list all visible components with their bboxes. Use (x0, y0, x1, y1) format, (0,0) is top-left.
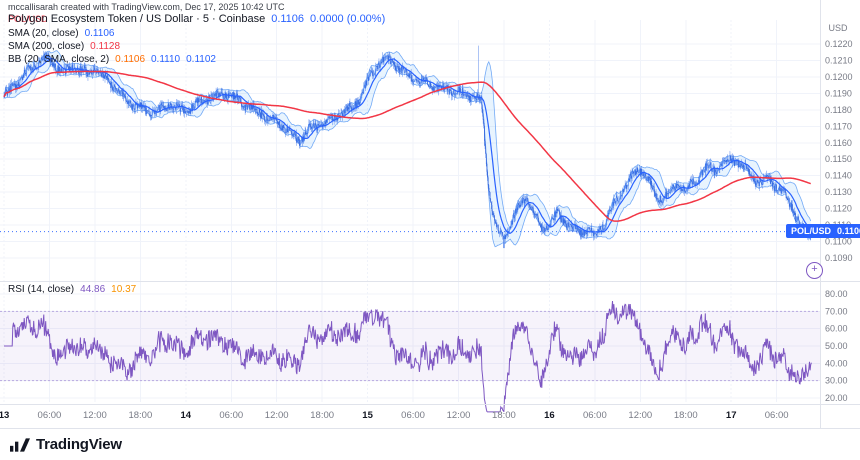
rsi-axis-label: 70.00 (825, 306, 848, 316)
sma200-label: SMA (200, close) (8, 41, 85, 52)
symbol-watermark: POL/USD (8, 14, 48, 24)
time-axis-label: 06:00 (765, 410, 789, 421)
price-axis-label: 0.1100 (825, 237, 852, 247)
sma20-line (3, 57, 812, 234)
sma200-value: 0.1128 (90, 41, 120, 52)
time-axis-label: 18:00 (492, 410, 516, 421)
price-axis-label: 0.1190 (825, 88, 852, 98)
last-price-badge[interactable]: POL/USD 0.1106 (786, 223, 860, 238)
legend-panel: Polygon Ecosystem Token / US Dollar · 5 … (8, 13, 385, 67)
tradingview-logo-text[interactable]: TradingView (36, 436, 122, 453)
bb-fill (4, 50, 811, 247)
price-change-value: 0.0000 (0.00%) (310, 13, 386, 25)
sma200-line (3, 70, 811, 222)
badge-symbol: POL/USD (791, 225, 832, 236)
bottom-bar: TradingView (0, 428, 860, 460)
price-axis-label: 0.1160 (825, 138, 852, 148)
sma200-legend-row[interactable]: SMA (200, close) 0.1128 (8, 41, 385, 52)
rsi-axis-label: 20.00 (825, 393, 848, 403)
watermark: mccallisarah created with TradingView.co… (8, 2, 285, 12)
chart-canvas[interactable]: USD 0.1220 0.1210 0.1200 0.1190 0.1180 0.1170 0… (0, 0, 860, 430)
bb-upper-value: 0.1110 (151, 54, 181, 65)
rsi-axis-label: 50.00 (825, 341, 848, 351)
rsi-legend-row[interactable]: RSI (14, close) 44.86 10.37 (8, 284, 136, 295)
time-axis-label: 18:00 (674, 410, 698, 421)
price-axis-label: 0.1090 (825, 253, 853, 263)
rsi-label: RSI (14, close) (8, 284, 75, 295)
time-axis-label: 06:00 (219, 410, 243, 421)
price-axis-label: 0.1150 (825, 154, 852, 164)
time-axis-label: 18:00 (310, 410, 334, 421)
sma20-legend-row[interactable]: SMA (20, close) 0.1106 (8, 28, 385, 39)
rsi-secondary-value: 10.37 (111, 284, 137, 295)
sma20-value: 0.1106 (84, 28, 115, 39)
sma20-label: SMA (20, close) (8, 28, 79, 39)
price-axis-label: 0.1220 (825, 39, 853, 49)
rsi-line (4, 300, 812, 413)
time-axis-label: 18:00 (128, 410, 152, 421)
time-axis-label: 13 (0, 410, 9, 421)
price-axis-label: 0.1200 (825, 72, 853, 82)
time-axis-label: 15 (362, 410, 373, 421)
badge-price: 0.1106 (837, 225, 860, 236)
time-axis-label: 16 (544, 410, 555, 421)
time-axis-label: 12:00 (447, 410, 471, 421)
rsi-axis-label: 30.00 (825, 376, 848, 386)
axis-currency-label: USD (828, 23, 848, 33)
time-axis-label: 06:00 (401, 410, 425, 421)
time-axis-label: 12:00 (628, 410, 652, 421)
rsi-value: 44.86 (80, 284, 106, 295)
rsi-band-fill (0, 311, 820, 381)
bb-basis-value: 0.1106 (115, 54, 145, 65)
time-axis-label: 12:00 (265, 410, 289, 421)
rsi-axis-label: 60.00 (825, 324, 848, 334)
rsi-axis-label: 40.00 (825, 358, 848, 368)
symbol-title[interactable]: Polygon Ecosystem Token / US Dollar · 5 … (8, 13, 266, 25)
time-axis-label: 06:00 (583, 410, 607, 421)
last-price-value: 0.1106 (271, 13, 305, 25)
time-axis-label: 17 (726, 410, 737, 421)
candle-bodies-down (3, 52, 811, 240)
price-axis-label: 0.1140 (825, 171, 852, 181)
symbol-legend-row[interactable]: Polygon Ecosystem Token / US Dollar · 5 … (8, 13, 385, 25)
price-axis-label: 0.1180 (825, 105, 852, 115)
bb-label: BB (20, SMA, close, 2) (8, 54, 110, 65)
time-axis-label: 14 (181, 410, 192, 421)
bb-legend-row[interactable]: BB (20, SMA, close, 2) 0.1106 0.1110 0.1… (8, 54, 385, 65)
bb-lower-value: 0.1102 (186, 54, 216, 65)
price-axis-label: 0.1170 (825, 121, 852, 131)
rsi-axis-label: 80.00 (825, 289, 848, 299)
price-axis-label: 0.1210 (825, 55, 853, 65)
time-axis-label: 06:00 (38, 410, 62, 421)
time-axis-label: 12:00 (83, 410, 107, 421)
candle-bodies-up (4, 52, 812, 240)
price-axis-label: 0.1130 (825, 187, 852, 197)
price-axis-label: 0.1120 (825, 204, 852, 214)
tradingview-logo-icon[interactable] (10, 436, 30, 454)
add-alert-button[interactable]: + (806, 262, 823, 279)
